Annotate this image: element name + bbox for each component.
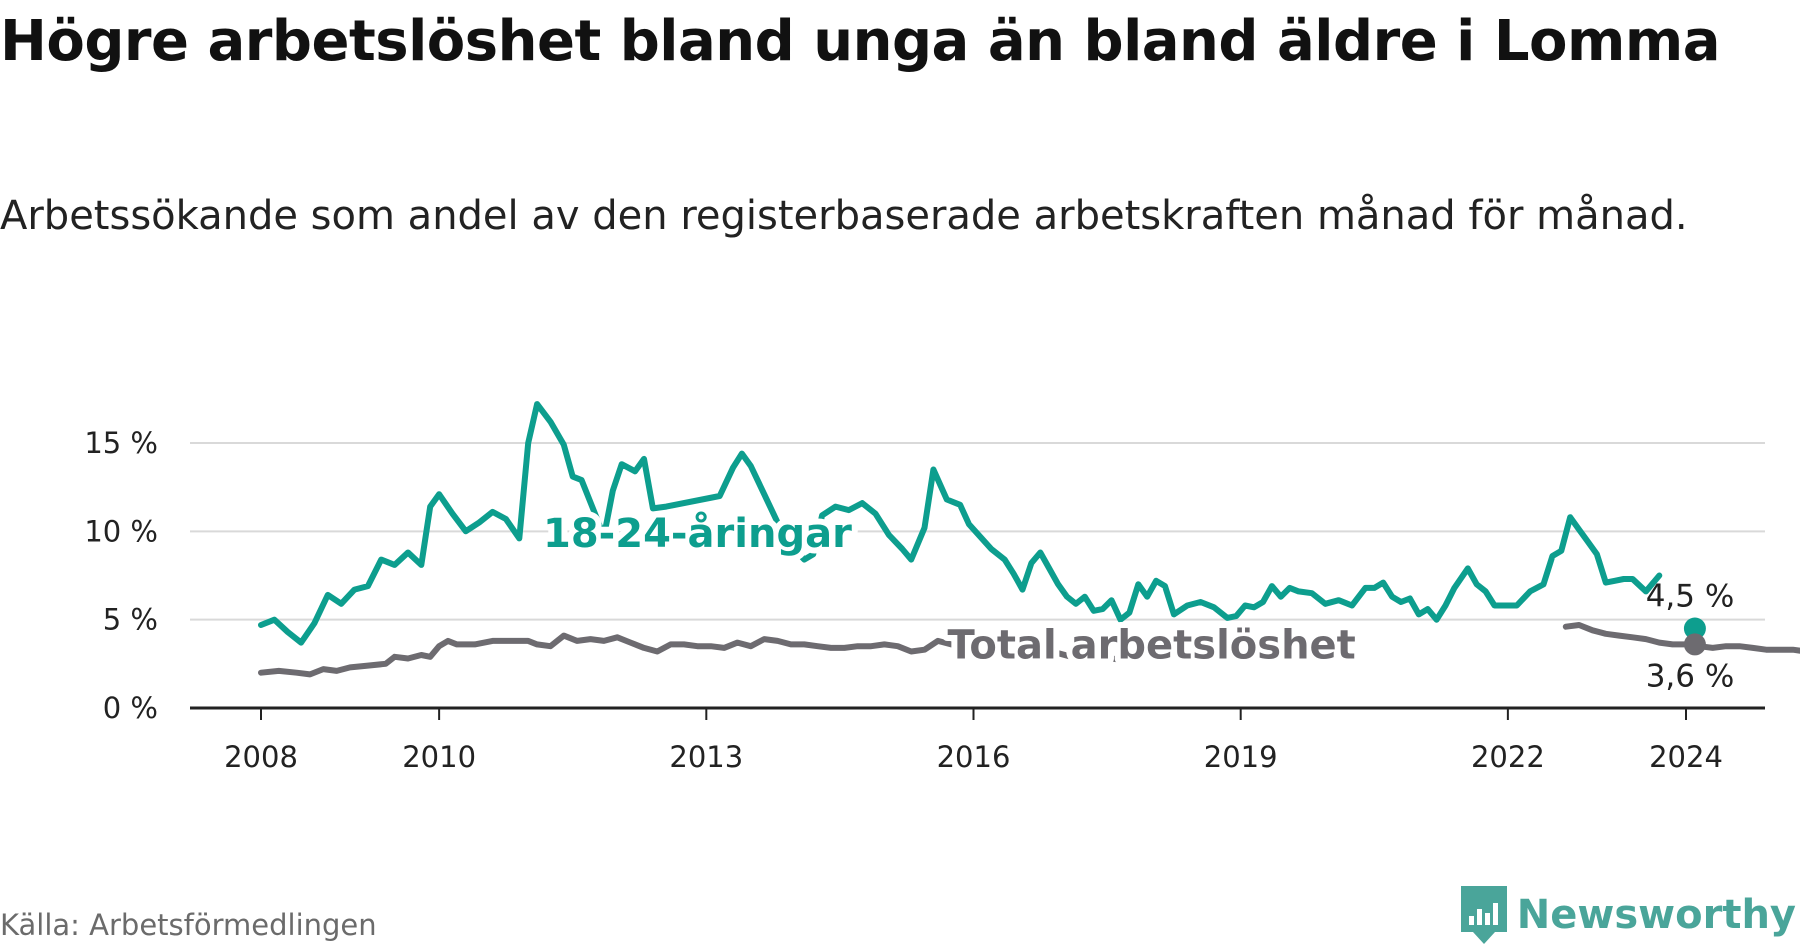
- youth-end-label: 4,5 %: [1646, 579, 1735, 615]
- source-note: Källa: Arbetsförmedlingen: [0, 908, 377, 942]
- total-series-label: Total arbetslöshet: [947, 622, 1355, 668]
- youth-series-label: 18-24-åringar: [543, 510, 852, 557]
- y-tick-label: 0 %: [103, 691, 158, 725]
- end-markers: 4,5 % 3,6 %: [1646, 579, 1735, 695]
- y-tick-label: 10 %: [84, 514, 158, 548]
- x-axis: 2008 2010 2013 2016 2019 2022 2024: [190, 706, 1765, 774]
- youth-end-marker: [1683, 617, 1706, 640]
- total-end-label: 3,6 %: [1646, 658, 1735, 694]
- chart-title: Högre arbetslöshet bland unga än bland ä…: [0, 9, 1721, 74]
- youth-series-line: [258, 401, 1663, 646]
- x-tick-label: 2022: [1471, 740, 1545, 774]
- brand-logo: Newsworthy: [1460, 886, 1796, 944]
- newsworthy-logo-icon: [1460, 886, 1507, 944]
- series-label-halo: Total arbetslöshet: [947, 622, 1355, 668]
- series-label-halo: 18-24-åringar: [543, 510, 852, 557]
- y-axis-ticks: 0 % 5 % 10 % 15 %: [84, 426, 158, 725]
- x-tick-label: 2010: [402, 740, 476, 774]
- y-tick-label: 5 %: [103, 603, 158, 637]
- y-tick-label: 15 %: [84, 426, 158, 460]
- total-series-line: [258, 632, 1142, 678]
- total-end-marker: [1683, 633, 1706, 656]
- x-tick-label: 2024: [1649, 740, 1723, 774]
- total-series-line-segment: [1562, 622, 1800, 654]
- chart-subtitle: Arbetssökande som andel av den registerb…: [0, 193, 1688, 239]
- brand-name: Newsworthy: [1516, 892, 1796, 938]
- x-tick-label: 2019: [1204, 740, 1278, 774]
- x-tick-label: 2016: [937, 740, 1011, 774]
- x-tick-label: 2013: [669, 740, 743, 774]
- x-tick-label: 2008: [224, 740, 298, 774]
